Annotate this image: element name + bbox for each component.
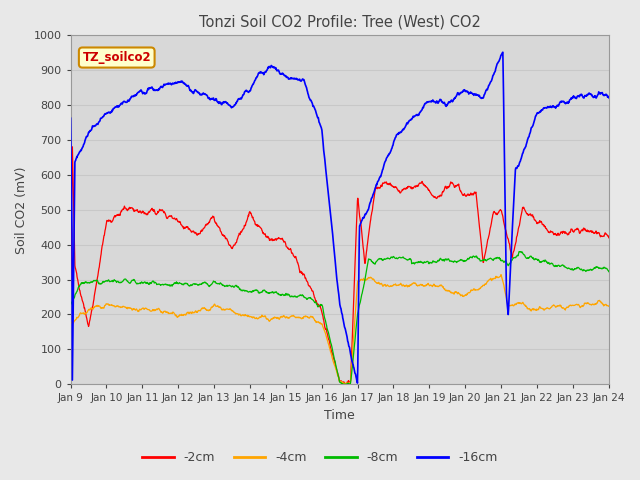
Title: Tonzi Soil CO2 Profile: Tree (West) CO2: Tonzi Soil CO2 Profile: Tree (West) CO2: [199, 15, 481, 30]
Text: TZ_soilco2: TZ_soilco2: [83, 51, 151, 64]
Legend: -2cm, -4cm, -8cm, -16cm: -2cm, -4cm, -8cm, -16cm: [138, 446, 502, 469]
Y-axis label: Soil CO2 (mV): Soil CO2 (mV): [15, 166, 28, 253]
X-axis label: Time: Time: [324, 409, 355, 422]
